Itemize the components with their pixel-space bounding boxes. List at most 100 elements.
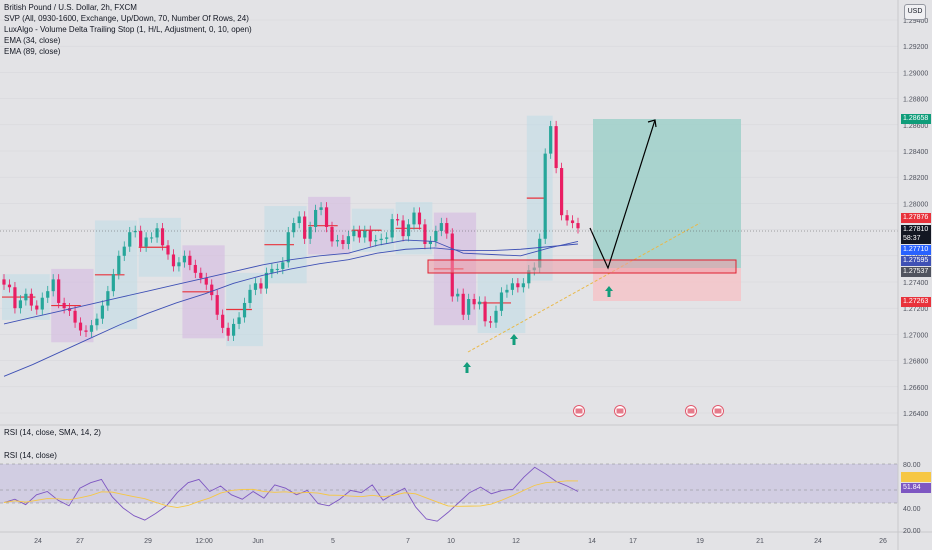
price-tick-label: 1.27400 [903,280,928,287]
economic-events[interactable] [573,405,724,417]
price-tick-label: 1.26400 [903,411,928,418]
us-flag-event-icon[interactable] [614,405,626,417]
candle-body [95,318,99,326]
candle-body [253,283,258,290]
candle-body [445,223,449,234]
candle-body [417,212,422,225]
candle-body [565,215,569,221]
rsi-ma-line [3,480,579,508]
candle-body [390,219,394,238]
candle-body [133,230,137,233]
rsi-lines [3,466,579,522]
candle-body [456,293,460,297]
candle-body [24,293,28,301]
candle-body [303,216,307,239]
candle-body [516,283,520,288]
candle-body [106,291,110,306]
candle-body [357,230,361,238]
time-tick-label: 19 [696,538,704,545]
currency-button[interactable]: USD [904,4,926,20]
candle-body [160,228,165,246]
flag-stripes [575,408,583,414]
candle-body [379,238,383,241]
candle-body [396,219,400,221]
candle-body [576,223,580,229]
candle-body [308,226,312,239]
candle-body [144,237,148,247]
candle-body [527,270,531,284]
last-price-tag: 1.27810 [901,225,931,235]
price-tick-label: 1.29400 [903,18,928,25]
time-tick-label: 24 [814,538,822,545]
candle-body [111,274,115,292]
time-tick-label: 17 [629,538,637,545]
candle-body [215,295,219,315]
candle-body [270,268,274,273]
candle-body [128,232,132,247]
candle-body [78,322,83,331]
candle-body [264,272,268,289]
candle-body [374,240,378,242]
candle-body [478,301,482,305]
time-tick-label: 5 [331,538,335,545]
legend-rsi-sma[interactable]: RSI (14, close, SMA, 14, 2) [4,428,101,437]
candle-body [406,224,411,237]
candle-body [18,300,22,309]
trendline [467,222,701,353]
flag-stripes [687,408,695,414]
volume-profiles [2,115,553,347]
candle-body [193,264,197,273]
rsi-pane [0,463,898,504]
candle-body [483,301,487,322]
candle-body [150,237,154,239]
candle-body [549,126,553,154]
candle-body [560,168,564,216]
legend-luxalgo[interactable]: LuxAlgo - Volume Delta Trailing Stop (1,… [4,25,252,34]
target-zone [593,119,741,268]
candle-body [13,287,17,309]
chart-drawings [0,119,898,353]
stop-price-tag: 1.27263 [901,297,931,307]
rsi-tick-label: 80.00 [903,462,921,469]
price-tick-label: 1.28600 [903,123,928,130]
projection-arrow [589,119,656,270]
candle-body [188,255,192,265]
time-tick-label: 26 [879,538,887,545]
candle-body [412,212,416,225]
candle-body [46,291,50,298]
us-flag-event-icon[interactable] [712,405,724,417]
candle-body [488,321,493,323]
legend-ema89[interactable]: EMA (89, close) [4,47,61,56]
candle-body [155,228,159,238]
candle-body [292,223,296,233]
candle-body [182,255,186,263]
time-axis[interactable]: 24 27 29 12:00 Jun 5 7 10 12 14 17 19 21 24 26 [34,538,887,545]
candle-body [281,262,285,269]
candle-body [35,305,39,310]
legend-rsi[interactable]: RSI (14, close) [4,451,57,460]
price-tick-label: 1.26800 [903,359,928,366]
candle-body [199,272,203,279]
candle-body [166,245,170,255]
flag-stripes [714,408,722,414]
candle-body [401,220,405,237]
up-arrow-icon [605,286,613,297]
upper-price-tag: 1.27876 [901,213,931,223]
us-flag-event-icon[interactable] [685,405,697,417]
candle-body [89,325,94,332]
price-tick-label: 1.28800 [903,97,928,104]
candle-body [499,292,504,311]
legend-symbol[interactable]: British Pound / U.S. Dollar, 2h, FXCM [4,3,137,12]
ema-lines [3,239,579,377]
candle-body [319,207,323,210]
legend-svp[interactable]: SVP (All, 0930-1600, Exchange, Up/Down, … [4,14,249,23]
candle-body [232,323,236,336]
candle-body [314,209,318,227]
legend-ema34[interactable]: EMA (34, close) [4,36,61,45]
candle-body [346,236,350,245]
candle-body [472,299,476,305]
candle-body [341,240,345,245]
us-flag-event-icon[interactable] [573,405,585,417]
candle-body [226,327,230,336]
